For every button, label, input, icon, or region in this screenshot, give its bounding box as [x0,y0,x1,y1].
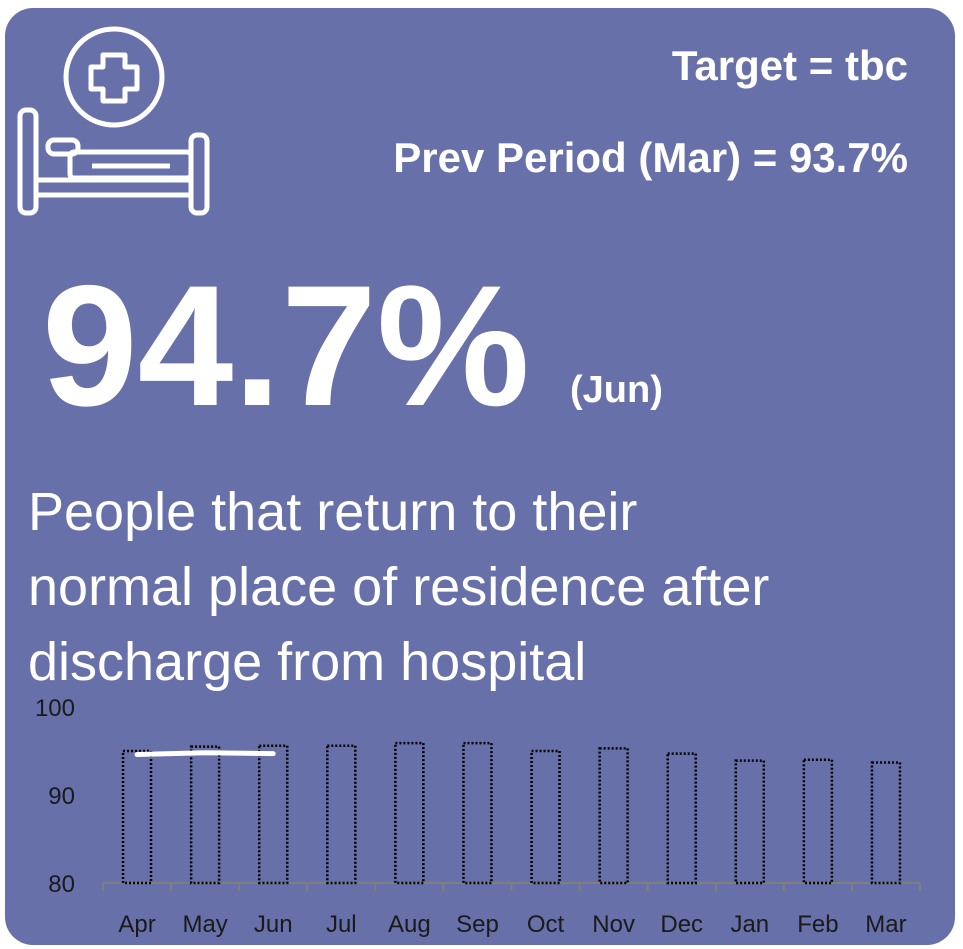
x-tick-label: May [182,911,227,938]
y-tick-label: 90 [48,783,75,810]
card-background [5,8,955,945]
description-line: discharge from hospital [28,632,586,692]
bar [257,744,289,885]
x-tick-label: Dec [660,911,703,938]
x-tick-label: Apr [118,911,155,938]
x-tick-label: Aug [388,911,431,938]
bar [734,759,766,885]
x-tick-label: Sep [456,911,499,938]
bar [462,741,493,885]
bar [530,749,561,885]
bar [666,752,697,885]
line [134,750,276,758]
bar [598,747,629,885]
bed-icon [17,26,210,216]
previous-period-text: Prev Period (Mar) = 93.7% [393,134,908,181]
x-tick-label: Jun [254,911,293,938]
headline-period: (Jun) [570,369,663,411]
description-line: normal place of residence after [28,557,769,617]
bar [326,744,357,885]
bar [802,758,834,885]
bar [189,745,221,885]
description-line: People that return to their [28,482,637,542]
target-text: Target = tbc [672,42,908,89]
y-tick-label: 80 [48,871,75,898]
x-tick-label: Jul [326,911,357,938]
x-tick-label: Nov [592,911,635,938]
y-tick-label: 100 [35,695,75,722]
bar [121,749,153,885]
x-tick-label: Oct [527,911,565,938]
x-tick-label: Feb [797,911,838,938]
x-tick-label: Jan [730,911,769,938]
headline-value: 94.7% [42,250,530,442]
bar [870,761,902,885]
bar [394,741,425,885]
x-tick-label: Mar [865,911,906,938]
